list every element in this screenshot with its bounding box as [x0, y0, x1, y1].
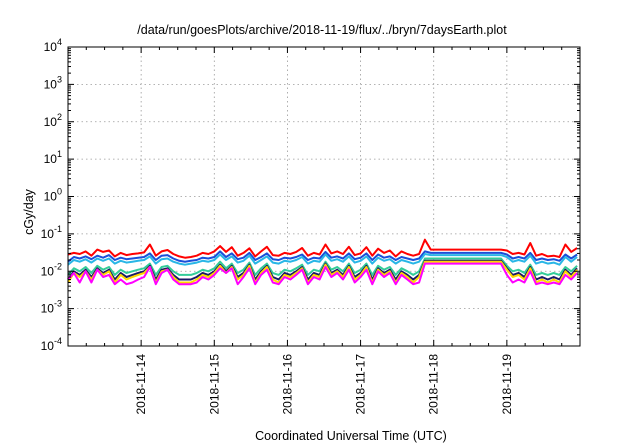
y-tick-label: 101	[44, 149, 62, 166]
y-tick-label: 10-3	[41, 299, 62, 316]
x-tick-label: 2018-11-15	[207, 354, 221, 415]
y-tick-label: 104	[44, 37, 62, 54]
y-axis-label: cGy/day	[22, 188, 36, 235]
axes: 10-4 10-3 10-2 10-1 100 101 102 103 104 2018-11-1…	[41, 37, 580, 415]
y-tick-label: 10-4	[41, 336, 62, 353]
x-axis-label: Coordinated Universal Time (UTC)	[255, 429, 447, 443]
y-tick-label: 100	[44, 187, 62, 204]
series-line-green	[67, 257, 578, 276]
y-tick-label: 102	[44, 112, 62, 129]
x-tick-label: 2018-11-18	[427, 354, 441, 415]
x-tick-label: 2018-11-16	[280, 354, 294, 415]
x-tick-label: 2018-11-14	[134, 354, 148, 415]
grid	[68, 47, 580, 346]
series-line-magenta	[67, 262, 578, 286]
chart-title: /data/run/goesPlots/archive/2018-11-19/f…	[137, 23, 507, 37]
y-tick-label: 10-1	[41, 224, 62, 241]
x-tick-label: 2018-11-19	[500, 354, 514, 415]
series-lines	[67, 238, 578, 286]
series-line-cyan	[67, 253, 578, 266]
plot-frame	[67, 46, 581, 347]
y-tick-label: 103	[44, 74, 62, 91]
y-tick-label: 10-2	[41, 261, 62, 278]
series-line-blue	[67, 250, 578, 263]
series-line-red	[67, 238, 578, 259]
x-tick-label: 2018-11-17	[354, 354, 368, 415]
